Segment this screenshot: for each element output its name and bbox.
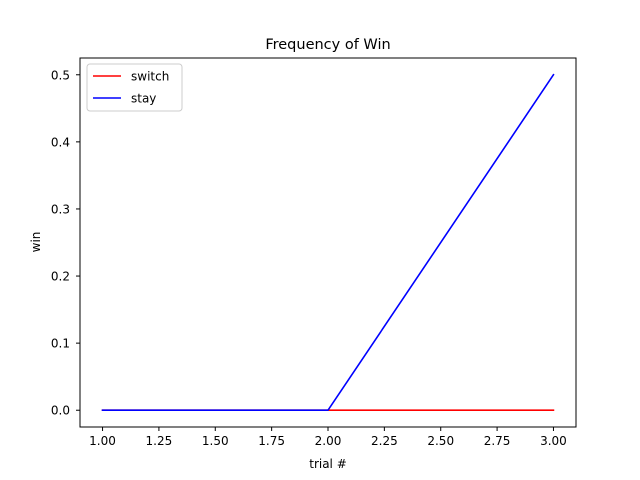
x-tick-label: 2.25 xyxy=(371,434,398,448)
x-axis-label: trial # xyxy=(309,457,347,471)
legend-label-stay: stay xyxy=(131,92,156,106)
y-axis-ticks: 0.0 0.1 0.2 0.3 0.4 0.5 xyxy=(51,68,80,418)
x-tick-label: 1.25 xyxy=(146,434,173,448)
x-tick-label: 2.75 xyxy=(484,434,511,448)
series-layer xyxy=(101,73,555,412)
x-tick-label: 2.00 xyxy=(315,434,342,448)
legend: switch stay xyxy=(86,63,183,112)
y-tick-label: 0.4 xyxy=(51,135,70,149)
x-axis-ticks: 1.00 1.25 1.50 1.75 2.00 2.25 2.50 2.75 3.00 xyxy=(89,427,567,448)
x-tick-label: 1.75 xyxy=(258,434,285,448)
x-tick-label: 3.00 xyxy=(540,434,567,448)
x-tick-label: 2.50 xyxy=(427,434,454,448)
legend-label-switch: switch xyxy=(131,70,169,84)
series-line-stay xyxy=(101,73,555,412)
chart-title: Frequency of Win xyxy=(265,37,390,53)
y-tick-label: 0.2 xyxy=(51,270,70,284)
y-tick-label: 0.3 xyxy=(51,202,70,216)
y-axis-label: win xyxy=(29,232,43,253)
y-tick-label: 0.1 xyxy=(51,337,70,351)
x-tick-label: 1.50 xyxy=(202,434,229,448)
y-tick-label: 0.5 xyxy=(51,68,70,82)
x-tick-label: 1.00 xyxy=(89,434,116,448)
y-tick-label: 0.0 xyxy=(51,404,70,418)
